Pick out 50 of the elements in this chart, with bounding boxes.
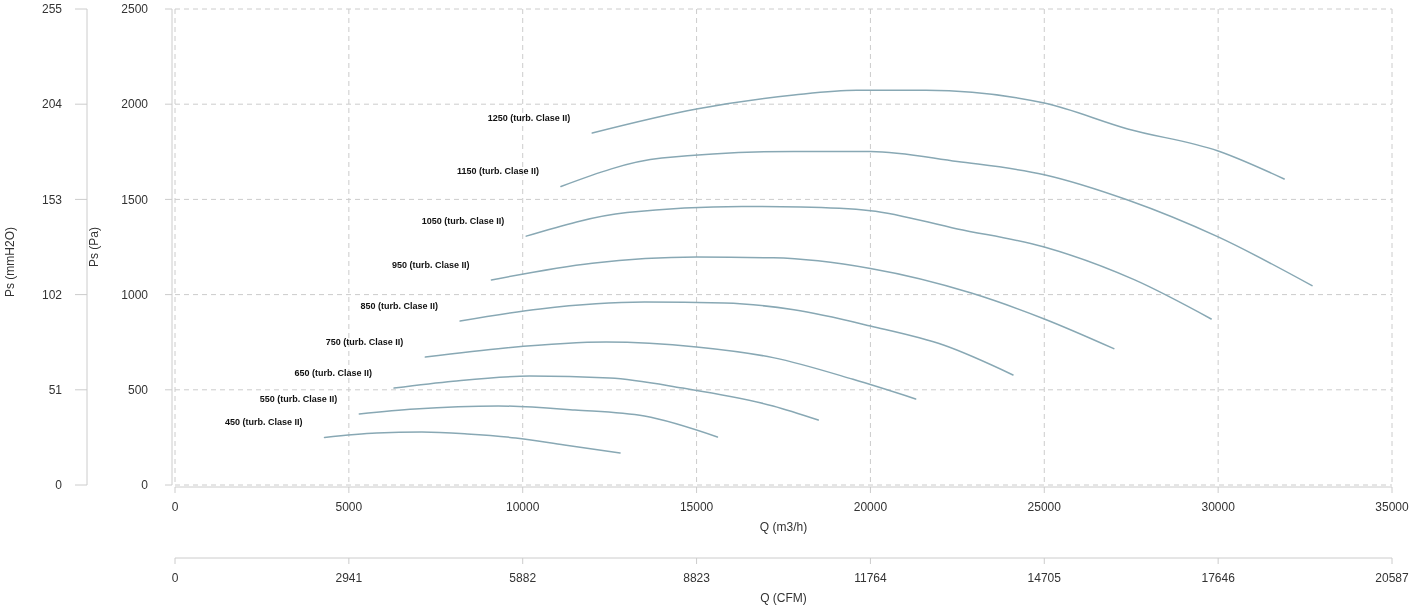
text: 750 (turb. Clase II)	[325, 337, 404, 348]
y-tick-label: 2500	[121, 2, 149, 17]
text: 450 (turb. Clase II)	[224, 417, 303, 428]
x-tick-label: 5000	[335, 500, 363, 514]
y-tick-label: 500	[127, 383, 149, 397]
y2-tick-label: 204	[41, 97, 63, 112]
x2-tick-label: 17646	[1201, 571, 1236, 585]
text: 1150 (turb. Clase II)	[456, 166, 539, 177]
y2-tick-label: 0	[55, 478, 63, 493]
x2-tick-label: 11764	[854, 571, 887, 585]
y2-tick-label: 255	[41, 2, 63, 17]
y2-tick-label: 102	[41, 287, 63, 302]
line-series	[323, 431, 621, 454]
line-series	[591, 89, 1285, 180]
line-series	[424, 341, 917, 400]
x2-tick-label: 8823	[683, 571, 711, 585]
y2-tick-label: 153	[41, 192, 63, 207]
x-tick-label: 15000	[679, 500, 714, 514]
x-tick-label: 10000	[506, 500, 540, 514]
y-axis-title: Ps (Pa)	[87, 226, 101, 268]
x2-axis-title: Q (CFM)	[760, 591, 807, 605]
x-tick-label: 20000	[853, 500, 888, 514]
text: 950 (turb. Clase II)	[391, 259, 470, 270]
y-tick-label: 1500	[121, 192, 149, 207]
text: 1250 (turb. Clase II)	[487, 112, 571, 123]
line-series	[459, 301, 1014, 376]
x2-tick-label: 0	[171, 571, 179, 585]
y2-tick-label: 51	[48, 383, 63, 397]
y2-axis-title: Ps (mmH2O)	[3, 227, 17, 297]
y-tick-label: 0	[141, 478, 149, 493]
line-series	[393, 375, 820, 421]
x-tick-label: 0	[171, 500, 179, 514]
text: 650 (turb. Clase II)	[294, 368, 373, 379]
y-tick-label: 2000	[121, 97, 149, 112]
x-tick-label: 30000	[1201, 500, 1236, 514]
text: 550 (turb. Clase II)	[259, 393, 338, 404]
y-tick-label: 1000	[121, 287, 149, 302]
line-series	[525, 205, 1212, 320]
x-axis-title: Q (m3/h)	[759, 520, 808, 534]
x2-tick-label: 5882	[509, 571, 537, 585]
x-tick-label: 35000	[1375, 500, 1410, 514]
x2-tick-label: 14705	[1027, 571, 1062, 585]
line-series	[358, 405, 719, 438]
text: 1050 (turb. Clase II)	[421, 216, 505, 227]
line-series	[560, 150, 1313, 287]
x2-tick-label: 20587	[1375, 571, 1410, 585]
x-tick-label: 25000	[1027, 500, 1062, 514]
x2-tick-label: 2941	[335, 571, 363, 585]
line-series	[490, 256, 1115, 350]
text: 850 (turb. Clase II)	[360, 301, 439, 312]
